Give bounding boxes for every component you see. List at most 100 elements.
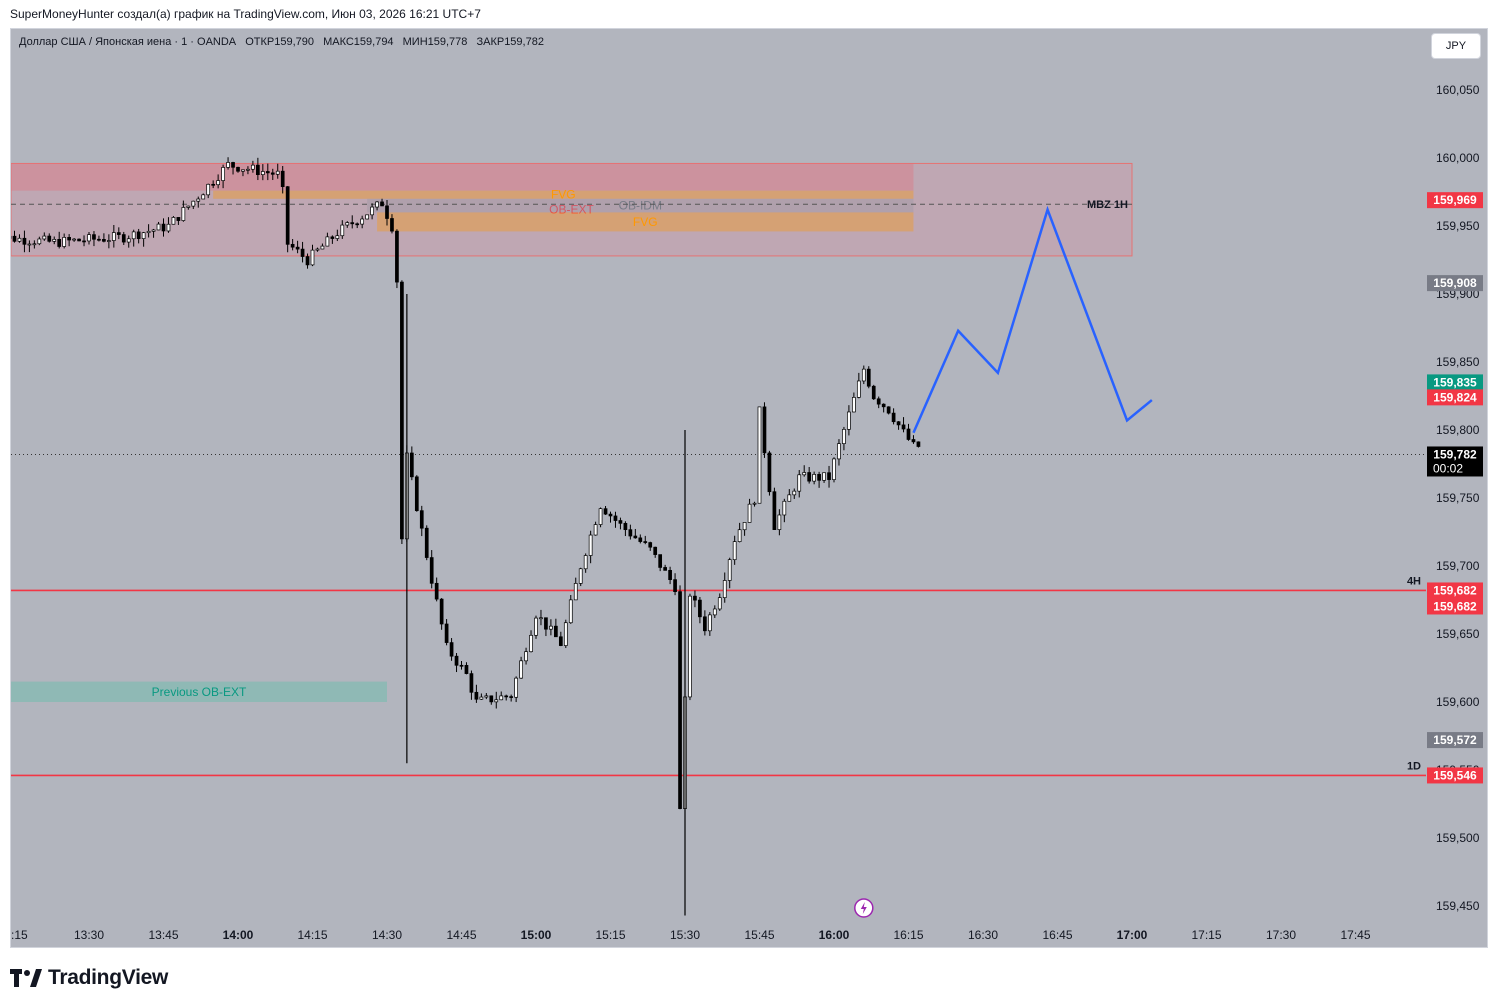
ohlc-close: ЗАКР159,782: [476, 36, 544, 48]
candle-body: [107, 240, 111, 242]
zone-label: OB-EXT: [549, 203, 594, 217]
candle-body: [305, 256, 310, 266]
candle-body: [52, 239, 57, 242]
candle-body: [370, 206, 374, 216]
candle-body: [400, 281, 404, 540]
candle-body: [732, 541, 737, 561]
price-badge-label: 159,969: [1433, 193, 1477, 207]
candle-body: [618, 520, 623, 524]
price-badge[interactable]: [1427, 732, 1483, 749]
level-label: MBZ 1H: [1087, 199, 1128, 211]
candle-body: [499, 695, 504, 701]
candle-body: [136, 231, 141, 239]
candle-body: [285, 186, 290, 245]
price-scale[interactable]: 160,050160,000159,950159,900159,850159,8…: [1426, 29, 1489, 947]
price-badge[interactable]: [1427, 582, 1483, 599]
candle-body: [698, 599, 702, 618]
candle-body: [842, 428, 846, 445]
candle-body: [434, 582, 439, 600]
candle-body: [752, 502, 757, 505]
candle-body: [181, 207, 186, 221]
candle-body: [563, 622, 568, 646]
candle-body: [340, 224, 345, 237]
candle-body: [111, 232, 116, 241]
time-tick-label: 13:45: [148, 928, 178, 942]
candle-body: [549, 625, 553, 630]
candle-body: [295, 246, 300, 250]
time-tick-label: 17:30: [1266, 928, 1296, 942]
candle-body: [449, 642, 454, 657]
time-tick-label: 14:00: [223, 928, 254, 942]
candle-body: [97, 238, 101, 241]
candle-body: [558, 636, 563, 646]
price-badge[interactable]: [1427, 192, 1483, 209]
price-badge-label: 159,908: [1433, 276, 1477, 290]
candle-body: [280, 170, 285, 188]
projection-path[interactable]: [912, 205, 1153, 434]
candle-body: [509, 696, 514, 698]
zone-rect[interactable]: [11, 163, 914, 191]
ohlc-open: ОТКР159,790: [245, 36, 314, 48]
price-badge-label: 159,682: [1433, 583, 1477, 597]
candle-body: [424, 527, 429, 558]
candle-body: [827, 472, 831, 480]
zone-rect[interactable]: [377, 212, 914, 232]
zone-rect[interactable]: [11, 162, 1133, 257]
time-tick-label: 13:30: [74, 928, 104, 942]
candle-body: [668, 570, 672, 580]
candle-body: [121, 234, 126, 243]
candle-body: [494, 699, 499, 703]
candle-body: [886, 406, 891, 414]
candle-body: [593, 524, 598, 536]
currency-button[interactable]: JPY: [1431, 33, 1481, 59]
candle-body: [156, 223, 161, 231]
candle-body: [623, 522, 628, 531]
candle-body: [871, 385, 876, 400]
time-tick-label: 15:00: [521, 928, 552, 942]
price-badge[interactable]: [1427, 374, 1483, 391]
price-badge-label: 159,835: [1433, 375, 1477, 389]
candle-body: [390, 218, 394, 232]
candle-body: [385, 205, 389, 219]
candle-body: [678, 591, 682, 809]
candle-body: [762, 406, 767, 454]
candle-body: [186, 205, 191, 208]
zone-label: FVG: [633, 215, 658, 229]
zone-rect[interactable]: [11, 681, 387, 702]
time-tick-label: 16:45: [1042, 928, 1072, 942]
price-badge[interactable]: [1427, 389, 1483, 406]
zone-rect[interactable]: [213, 190, 914, 199]
candle-body: [742, 522, 747, 531]
candle-body: [345, 222, 350, 226]
candle-body: [568, 599, 573, 624]
price-tick-label: 159,700: [1436, 559, 1480, 573]
candle-body: [638, 537, 643, 542]
time-tick-label: 16:00: [819, 928, 850, 942]
candle-body: [380, 201, 384, 207]
candle-body: [901, 424, 906, 430]
zone-rect[interactable]: [367, 198, 914, 213]
candle-body: [444, 623, 449, 643]
price-badge[interactable]: [1427, 446, 1483, 477]
candle-body: [663, 567, 667, 571]
price-badge[interactable]: [1427, 598, 1483, 615]
candle-body: [856, 380, 861, 398]
candle-body: [832, 458, 836, 480]
candle-body: [529, 634, 533, 653]
symbol-name[interactable]: Доллар США / Японская иена · 1 · OANDA: [19, 36, 237, 48]
candle-body: [141, 232, 146, 239]
candle-body: [573, 583, 578, 601]
candle-body: [360, 218, 365, 225]
price-badge[interactable]: [1427, 275, 1483, 292]
price-badge[interactable]: [1427, 767, 1483, 784]
candle-body: [146, 230, 151, 234]
tradingview-logo[interactable]: TradingView: [10, 964, 168, 992]
candle-body: [554, 625, 558, 638]
candle-body: [320, 245, 325, 250]
candle-body: [350, 222, 355, 225]
price-badge-label: 159,682: [1433, 599, 1477, 613]
price-tick-label: 159,750: [1436, 491, 1480, 505]
candle-body: [409, 452, 414, 478]
